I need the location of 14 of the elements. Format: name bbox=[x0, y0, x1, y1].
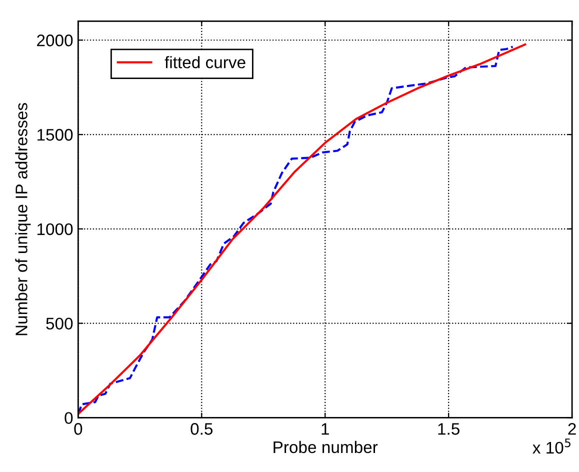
x-tick-label: 0 bbox=[74, 423, 82, 435]
y-tick-label: 1000 bbox=[38, 223, 73, 236]
x-tick-label: 1 bbox=[322, 423, 329, 435]
y-tick-label: 500 bbox=[46, 318, 73, 330]
legend-label: fitted curve bbox=[164, 56, 246, 68]
y-tick-label: 2000 bbox=[37, 34, 73, 46]
y-tick-label: 0 bbox=[64, 412, 73, 424]
text: x 10$^{5}$ bbox=[532, 438, 570, 454]
x-tick-label: 2 bbox=[568, 423, 576, 435]
y-tick-label: 1500 bbox=[38, 128, 73, 141]
x-tick-label: 1.5 bbox=[438, 423, 460, 435]
x-axis-title: Probe number bbox=[274, 440, 378, 454]
y-axis-title: Number of unique IP addresses bbox=[15, 103, 31, 336]
x-tick-label: 0.5 bbox=[190, 423, 213, 435]
